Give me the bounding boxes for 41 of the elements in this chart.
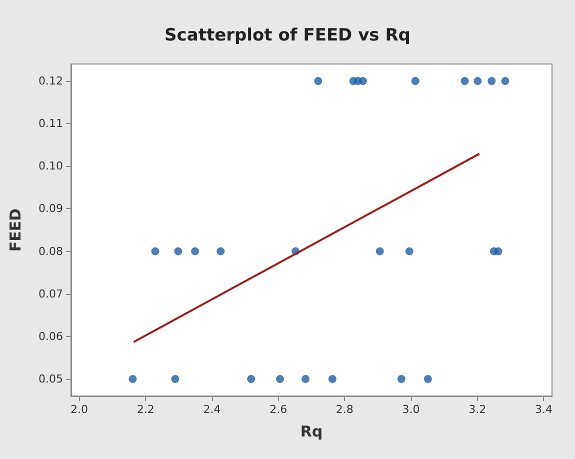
y-tick-label: 0.05 — [38, 372, 63, 386]
point — [128, 374, 137, 383]
y-axis-title: FEED — [6, 208, 24, 252]
x-tick-label: 3.4 — [534, 403, 552, 416]
point — [171, 374, 180, 383]
point — [501, 77, 510, 86]
x-tick-label: 2.4 — [203, 403, 221, 416]
point — [314, 77, 322, 86]
point — [405, 247, 414, 256]
point — [494, 247, 502, 256]
point — [488, 77, 496, 86]
point — [247, 374, 256, 383]
chart-title: Scatterplot of FEED vs Rq — [164, 26, 410, 46]
point — [474, 77, 482, 86]
x-tick-label: 2.8 — [336, 403, 354, 416]
y-tick-label: 0.09 — [38, 202, 63, 216]
point — [411, 77, 420, 86]
point — [424, 374, 432, 383]
point — [358, 77, 367, 86]
point — [302, 374, 310, 383]
point — [276, 374, 284, 383]
x-tick-label: 2.2 — [136, 403, 154, 416]
point — [328, 374, 336, 383]
y-tick-label: 0.11 — [38, 117, 63, 130]
point — [191, 247, 200, 256]
point — [216, 247, 225, 256]
x-axis-title: Rq — [300, 422, 323, 440]
point — [376, 247, 384, 256]
x-tick-label: 2.6 — [270, 403, 288, 416]
point — [151, 247, 160, 256]
y-tick-label: 0.10 — [38, 160, 63, 173]
y-tick-label: 0.08 — [38, 244, 63, 258]
point — [397, 374, 406, 383]
y-tick-label: 0.06 — [38, 330, 63, 343]
point — [174, 247, 182, 256]
x-tick-label: 2.0 — [70, 403, 88, 416]
x-tick-label: 3.2 — [468, 403, 486, 416]
y-tick-label: 0.07 — [38, 287, 63, 300]
y-tick-label: 0.12 — [38, 74, 63, 88]
x-tick-label: 3.0 — [402, 403, 420, 416]
point — [460, 77, 469, 86]
